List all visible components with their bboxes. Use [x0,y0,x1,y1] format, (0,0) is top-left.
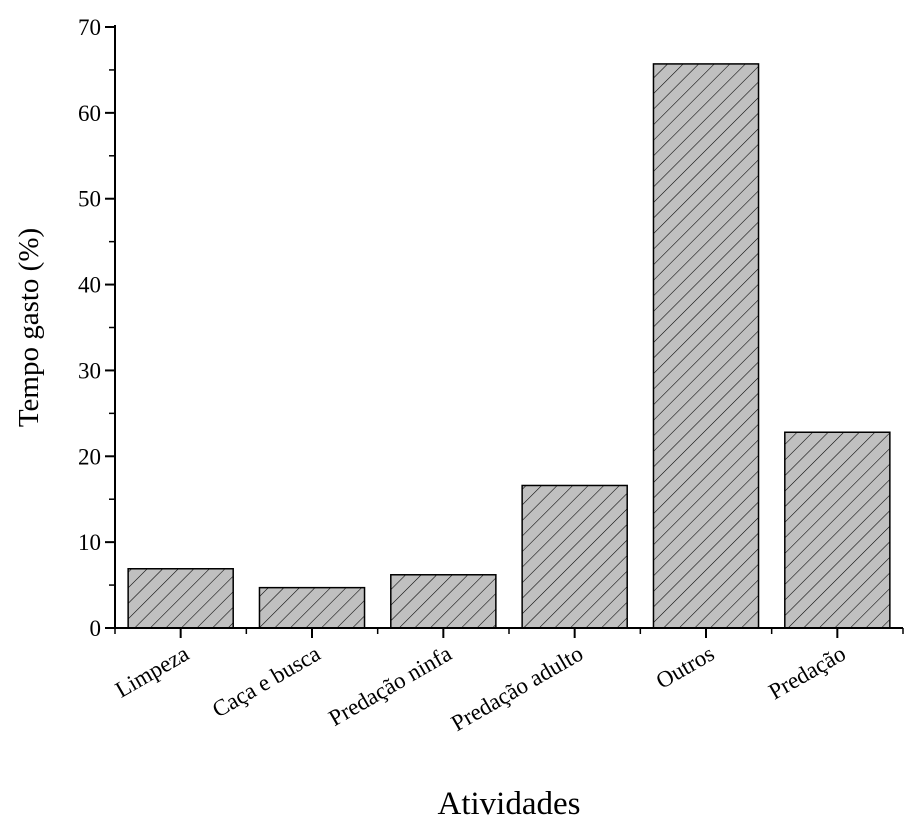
bar-5 [652,63,760,629]
y-tick-label: 50 [78,187,101,212]
x-tick-label: Predação [764,641,850,705]
y-tick-label: 70 [78,15,101,40]
x-tick-label: Caça e busca [208,641,324,723]
y-axis-label: Tempo gasto (%) [13,228,45,427]
x-ticks-group: Limpeza Caça e busca Predação ninfaPredaçã… [111,628,904,736]
y-tick-label: 60 [78,101,101,126]
bar-6 [784,431,891,629]
y-tick-label: 30 [78,358,101,383]
bars-group [127,63,891,629]
bar-1 [127,568,234,629]
y-tick-label: 0 [90,616,102,641]
bar-3 [390,574,497,629]
y-tick-label: 10 [78,530,101,555]
x-axis-label: Atividades [438,786,581,822]
y-ticks-group: 0 10 20 30 40 50 60 70 [78,15,115,641]
bar-4 [521,484,628,629]
x-tick-label: Predação adulto [447,641,587,736]
y-tick-label: 40 [78,273,101,298]
x-tick-label: Limpeza [111,641,193,703]
x-tick-label: Outros [652,641,719,694]
bar-2 [258,586,366,629]
y-tick-label: 20 [78,444,101,469]
x-tick-label: Predação ninfa [324,641,455,731]
